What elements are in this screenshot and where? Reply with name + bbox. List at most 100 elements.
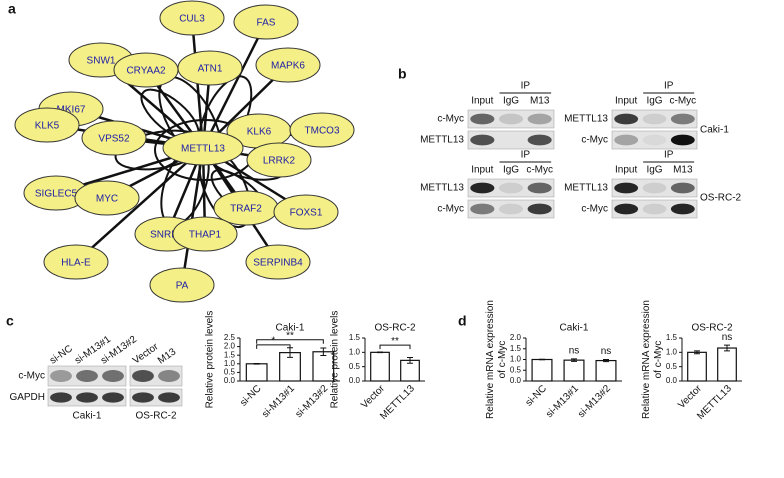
bar [595,359,617,382]
lane-label: c-Myc [526,165,553,176]
blot-band [527,203,552,215]
row-label: METTL13 [564,183,608,194]
bar [370,351,390,382]
y-tick-label: 0.5 [349,362,361,371]
row-label: METTL13 [420,183,464,194]
row-label: c-Myc [581,204,608,215]
y-tick-label: 1.5 [510,344,522,353]
cell-line: Caki-1 [700,125,729,136]
y-axis-label: Relative protein levels [330,311,341,409]
node-label: HLA-E [61,258,91,269]
y-tick-label: 0.5 [510,365,522,374]
y-tick-label: 0.0 [510,376,522,385]
chart-title: Caki-1 [560,323,589,334]
blot-band [670,203,695,215]
bar [245,363,268,382]
network-node [273,194,339,230]
blot-band [470,134,495,146]
error-bar [253,362,260,365]
blot-band [642,134,667,146]
node-label: TRAF2 [230,204,262,215]
node-label: THAP1 [189,230,222,241]
blot-strip [467,109,555,129]
y-tick-label: 1.0 [224,359,236,368]
y-axis-label: Relative mRNA expressionof c-Myc [641,300,664,419]
ip-label: IP [521,150,531,161]
node-label: SIGLEC5 [35,189,78,200]
y-tick-label: 0.5 [224,368,236,377]
network-node [43,244,109,280]
bar [563,359,585,382]
node-label: VPS52 [98,134,130,145]
error-bar [603,359,609,363]
lane-label: IgG [503,165,519,176]
cell-line: OS-RC-2 [700,193,742,204]
y-tick-label: 1.5 [349,333,361,342]
significance: ns [722,332,733,343]
ip-label: IP [664,150,674,161]
blot-band [614,203,639,215]
blot-band [76,392,98,403]
node-label: FAS [257,18,276,29]
blot-band [102,370,124,382]
blot-band [158,392,180,403]
network-edge [75,147,204,263]
network-node [162,130,244,166]
blot-band [498,203,524,215]
significance-bracket [256,344,291,349]
panel-label: b [398,66,407,82]
node-label: FOXS1 [290,208,323,219]
network-node [233,4,299,40]
y-tick-label: 1.0 [666,347,678,356]
x-tick-label: si-M13#1 [260,383,297,420]
y-tick-label: 1.5 [224,350,236,359]
node-label: KLK5 [35,121,60,132]
node-label: MKI67 [57,105,86,116]
node-label: METTL13 [181,144,225,155]
network-node [149,267,215,303]
panel-label: d [458,313,467,329]
y-tick-label: 2.0 [224,342,236,351]
error-bar [377,351,383,354]
node-label: TMCO3 [305,126,340,137]
chart-title: OS-RC-2 [374,323,416,334]
lane-label: IgG [503,96,519,107]
bar [717,347,737,382]
row-label: GAPDH [9,392,45,403]
node-label: SNRPA [150,230,184,241]
x-tick-label: Vector [676,383,704,411]
y-tick-label: 1.5 [666,333,678,342]
row-label: METTL13 [420,135,464,146]
blot-strip [467,130,555,150]
node-label: SERPINB4 [253,258,303,269]
y-tick-label: 0.5 [666,362,678,371]
significance-bracket [379,344,411,350]
significance: * [271,336,275,347]
panel-label: c [6,313,14,329]
row-label: METTL13 [564,114,608,125]
blot-band [614,113,639,125]
node-label: LRRK2 [263,156,296,167]
significance: ns [601,346,612,357]
blot-band [132,370,154,382]
network-edge [180,147,205,286]
blot-band [498,182,524,194]
network-node [81,120,147,156]
chart-title: Caki-1 [276,323,305,334]
blot-strip [467,199,555,219]
y-tick-label: 0.0 [349,376,361,385]
lane-label: M13 [673,165,693,176]
network-node [177,50,243,86]
x-tick-label: si-M13#2 [576,383,613,420]
blot-band [498,113,524,125]
blot-strip [611,109,698,129]
blot-band [76,370,98,382]
node-label: CUL3 [179,14,205,25]
network-node [14,107,80,143]
lane-label: IgG [646,96,662,107]
error-bar [571,358,577,362]
blot-strip [611,130,698,150]
blot-band [670,113,695,125]
blot-band [614,182,639,194]
blot-band [527,182,552,194]
